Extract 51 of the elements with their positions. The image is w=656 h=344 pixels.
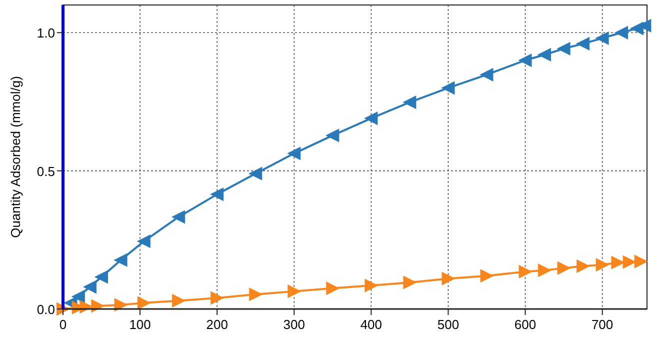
point xyxy=(634,254,648,268)
point xyxy=(615,26,628,40)
point xyxy=(442,81,455,94)
x-tick-label: 300 xyxy=(283,317,305,332)
point xyxy=(83,280,96,294)
point xyxy=(557,262,570,275)
point xyxy=(95,270,108,284)
point xyxy=(288,146,301,160)
point xyxy=(576,37,590,50)
point xyxy=(403,96,416,109)
point xyxy=(210,291,224,304)
point xyxy=(72,290,85,304)
point xyxy=(596,32,609,45)
point xyxy=(114,254,128,267)
x-tick-label: 600 xyxy=(514,317,536,332)
point xyxy=(480,269,494,282)
point xyxy=(576,260,590,273)
point xyxy=(137,296,150,310)
point xyxy=(518,265,532,278)
y-tick-label: 1.0 xyxy=(36,26,55,41)
point xyxy=(596,258,609,272)
point xyxy=(210,188,224,201)
point xyxy=(249,288,262,301)
point xyxy=(326,128,340,142)
x-tick-label: 200 xyxy=(206,317,228,332)
point xyxy=(172,210,186,224)
point xyxy=(249,167,262,180)
point xyxy=(403,276,416,289)
point xyxy=(91,299,104,312)
x-tick-label: 100 xyxy=(129,317,151,332)
point xyxy=(326,282,340,295)
y-tick-label: 0.5 xyxy=(36,164,55,179)
x-tick-label: 0 xyxy=(59,317,67,332)
point xyxy=(364,112,378,125)
point xyxy=(137,234,150,248)
point xyxy=(538,48,552,62)
x-tick-label: 400 xyxy=(360,317,382,332)
point xyxy=(557,42,570,56)
point xyxy=(622,256,636,269)
x-tick-label: 500 xyxy=(437,317,460,332)
point xyxy=(364,279,378,292)
point xyxy=(172,294,186,308)
point xyxy=(518,54,532,67)
point xyxy=(288,284,301,298)
point xyxy=(611,256,624,270)
point xyxy=(480,68,494,82)
point xyxy=(442,272,455,286)
y-axis-title: Quantity Adsorbed (mmol/g) xyxy=(8,76,23,238)
point xyxy=(538,264,552,277)
y-tick-label: 0.0 xyxy=(36,302,55,317)
x-tick-label: 700 xyxy=(591,317,614,332)
